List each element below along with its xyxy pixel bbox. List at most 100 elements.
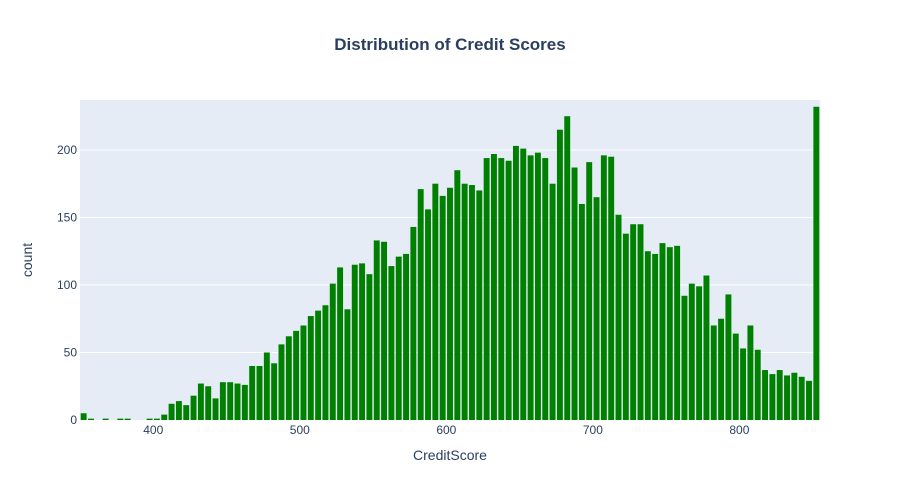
x-tick-labels: 400 500 600 700 800 xyxy=(143,423,749,437)
y-tick-label: 50 xyxy=(64,345,78,359)
histogram-bar xyxy=(219,382,226,420)
histogram-bar xyxy=(102,418,109,420)
histogram-bar xyxy=(432,183,439,420)
histogram-bar xyxy=(373,240,380,420)
histogram-bar xyxy=(329,283,336,420)
histogram-bar xyxy=(710,325,717,420)
histogram-bar xyxy=(161,414,168,420)
histogram-bar xyxy=(300,325,307,420)
histogram-bar xyxy=(556,129,563,420)
histogram-bar xyxy=(117,418,124,420)
histogram-bar xyxy=(366,274,373,420)
histogram-bar xyxy=(762,370,769,420)
y-tick-label: 100 xyxy=(57,278,77,292)
histogram-bar xyxy=(205,386,212,420)
histogram-bar xyxy=(263,352,270,420)
y-axis-label: count xyxy=(19,243,35,277)
histogram-bar xyxy=(417,189,424,420)
histogram-bar xyxy=(410,226,417,420)
histogram-bar xyxy=(534,152,541,420)
histogram-bar xyxy=(608,156,615,420)
histogram-bar xyxy=(725,294,732,420)
x-tick-label: 800 xyxy=(729,423,749,437)
y-tick-label: 0 xyxy=(70,413,77,427)
histogram-bar xyxy=(249,365,256,420)
histogram-bar xyxy=(212,398,219,420)
histogram-bar xyxy=(256,365,263,420)
histogram-bar xyxy=(425,209,431,420)
histogram-bar xyxy=(498,158,505,420)
histogram-bar xyxy=(241,384,248,420)
y-tick-label: 200 xyxy=(57,143,77,157)
histogram-bar xyxy=(784,375,790,420)
histogram-bar xyxy=(600,155,607,420)
x-axis-label: CreditScore xyxy=(413,447,487,463)
histogram-bar xyxy=(813,106,820,421)
x-tick-label: 500 xyxy=(290,423,310,437)
histogram-bar xyxy=(542,158,549,420)
histogram-bar xyxy=(88,418,94,420)
chart-title: Distribution of Credit Scores xyxy=(334,35,565,54)
histogram-bar xyxy=(644,251,651,420)
histogram-bar xyxy=(322,305,329,420)
histogram-bar xyxy=(666,247,673,420)
histogram-bar xyxy=(747,325,754,420)
histogram-bar xyxy=(395,256,402,420)
histogram-bar xyxy=(791,372,798,420)
histogram-bar xyxy=(490,154,497,421)
histogram-bar xyxy=(512,145,519,420)
histogram-bar xyxy=(168,403,175,420)
histogram-bar xyxy=(307,316,314,420)
histogram-bar xyxy=(146,418,153,420)
histogram-bar xyxy=(688,283,695,420)
histogram-bar xyxy=(359,263,366,420)
x-tick-label: 700 xyxy=(583,423,603,437)
histogram-bar xyxy=(439,195,446,420)
histogram-bar xyxy=(718,318,725,420)
histogram-bar xyxy=(124,418,131,420)
histogram-bar xyxy=(549,183,556,420)
histogram-bar xyxy=(271,363,278,420)
histogram-bar xyxy=(153,418,160,420)
histogram-bar xyxy=(652,253,659,420)
histogram-bar xyxy=(447,187,453,420)
histogram-bar xyxy=(461,183,468,420)
y-tick-labels: 0 50 100 150 200 xyxy=(57,143,77,427)
histogram-bar xyxy=(315,310,322,420)
histogram-bar xyxy=(476,190,483,420)
histogram-bar xyxy=(527,155,534,420)
histogram-bar xyxy=(696,286,703,420)
histogram-bar xyxy=(703,275,710,420)
histogram-bar xyxy=(630,224,637,420)
histogram-bar xyxy=(278,344,285,420)
histogram-bar xyxy=(505,160,512,420)
histogram-bar xyxy=(586,162,593,420)
histogram-bar xyxy=(183,405,190,420)
histogram-bar xyxy=(454,170,461,420)
histogram-bar xyxy=(754,349,761,420)
histogram-bar xyxy=(564,116,571,421)
histogram-bar xyxy=(806,380,812,420)
histogram-bar xyxy=(615,214,622,420)
histogram-bar xyxy=(740,348,747,420)
histogram-bar xyxy=(469,185,475,420)
histogram-bar xyxy=(190,395,197,420)
histogram-bar xyxy=(197,383,204,420)
bars-group xyxy=(80,106,820,421)
histogram-bar xyxy=(637,224,644,420)
histogram-bar xyxy=(571,167,578,420)
histogram-bar xyxy=(285,336,292,420)
histogram-bar xyxy=(578,203,585,420)
histogram-bar xyxy=(337,267,344,420)
histogram-bar xyxy=(622,233,629,420)
histogram-bar xyxy=(798,376,805,420)
histogram-bar xyxy=(234,383,241,420)
histogram-bar xyxy=(674,245,681,420)
histogram-bar xyxy=(388,266,395,420)
histogram-bar xyxy=(344,309,351,420)
histogram-bar xyxy=(483,158,490,420)
x-tick-label: 400 xyxy=(143,423,163,437)
histogram-bar xyxy=(769,374,776,420)
y-tick-label: 150 xyxy=(57,210,77,224)
